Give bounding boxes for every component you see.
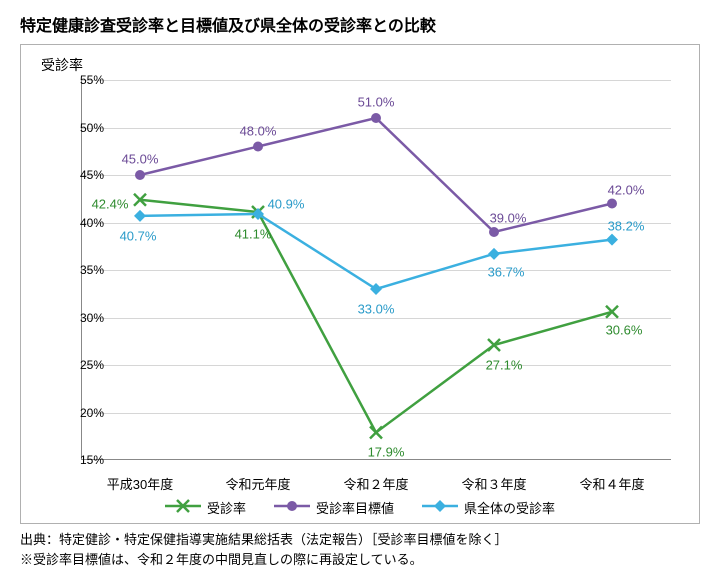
- y-tick-label: 55%: [80, 73, 104, 87]
- legend: 受診率 受診率目標値 県全体の受診率: [21, 498, 699, 517]
- y-tick-label: 50%: [80, 121, 104, 135]
- y-tick-label: 25%: [80, 358, 104, 372]
- footnotes: 出典：特定健診・特定保健指導実施結果総括表（法定報告）［受診率目標値を除く］ ※…: [20, 530, 703, 569]
- data-label: 27.1%: [486, 358, 523, 373]
- footnote-line: ※受診率目標値は、令和２年度の中間見直しの際に再設定している。: [20, 550, 703, 570]
- legend-label: 受診率: [207, 498, 246, 517]
- footnote-line: 出典：特定健診・特定保健指導実施結果総括表（法定報告）［受診率目標値を除く］: [20, 530, 703, 550]
- y-axis-title: 受診率: [41, 55, 83, 75]
- y-tick-label: 30%: [80, 311, 104, 325]
- data-label: 30.6%: [606, 322, 643, 337]
- x-tick-label: 令和４年度: [579, 474, 644, 493]
- y-tick-label: 45%: [80, 168, 104, 182]
- y-tick-label: 15%: [80, 453, 104, 467]
- legend-swatch: [274, 498, 310, 517]
- y-tick-label: 40%: [80, 216, 104, 230]
- data-label: 42.0%: [608, 182, 645, 197]
- chart-container: 受診率 42.4% 41.1% 17.9% 27.1% 30.6% 45.0% 48.0% 5…: [20, 44, 700, 524]
- data-label: 45.0%: [122, 152, 159, 167]
- data-label: 41.1%: [235, 227, 272, 242]
- legend-label: 県全体の受診率: [464, 498, 555, 517]
- x-tick-label: 令和２年度: [343, 474, 408, 493]
- data-label: 39.0%: [490, 211, 527, 226]
- chart-title: 特定健康診査受診率と目標値及び県全体の受診率との比較: [20, 12, 703, 36]
- data-label: 51.0%: [358, 95, 395, 110]
- data-label: 40.9%: [268, 196, 305, 211]
- x-tick-label: 平成30年度: [107, 474, 173, 493]
- legend-swatch: [165, 498, 201, 517]
- data-label: 33.0%: [358, 302, 395, 317]
- plot-area: [81, 80, 671, 460]
- legend-swatch: [422, 498, 458, 517]
- data-label: 40.7%: [120, 228, 157, 243]
- x-tick-label: 令和元年度: [225, 474, 290, 493]
- data-label: 42.4%: [92, 196, 129, 211]
- data-label: 36.7%: [488, 264, 525, 279]
- legend-label: 受診率目標値: [316, 498, 394, 517]
- data-label: 48.0%: [240, 123, 277, 138]
- data-label: 38.2%: [608, 218, 645, 233]
- data-label: 17.9%: [368, 445, 405, 460]
- legend-item: 県全体の受診率: [422, 498, 555, 517]
- legend-item: 受診率目標値: [274, 498, 394, 517]
- y-tick-label: 35%: [80, 263, 104, 277]
- x-tick-label: 令和３年度: [461, 474, 526, 493]
- y-tick-label: 20%: [80, 406, 104, 420]
- legend-item: 受診率: [165, 498, 246, 517]
